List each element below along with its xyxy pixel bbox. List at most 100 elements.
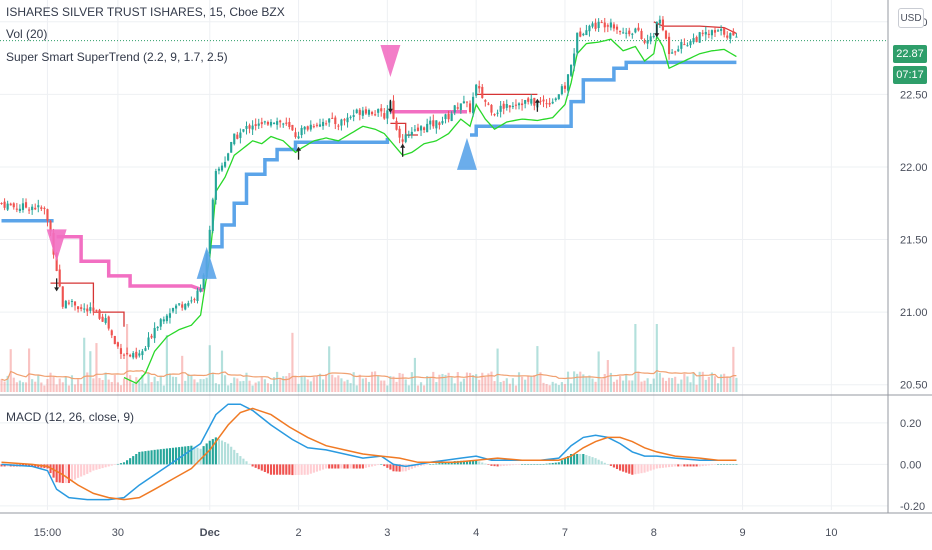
candle-body[interactable] [257, 123, 260, 126]
candle-body[interactable] [251, 125, 254, 130]
candle-body[interactable] [695, 37, 698, 42]
candle-body[interactable] [465, 101, 469, 103]
candle-body[interactable] [83, 308, 86, 310]
candle-body[interactable] [230, 141, 233, 153]
time-axis[interactable]: 15:00 30 Dec 2 3 4 7 8 9 10 [34, 527, 838, 539]
candle-body[interactable] [202, 274, 205, 290]
candle-body[interactable] [28, 209, 31, 211]
candle-body[interactable] [505, 104, 508, 108]
candle-body[interactable] [181, 304, 184, 308]
candle-body[interactable] [86, 308, 89, 312]
candle-body[interactable] [291, 124, 294, 131]
candle-body[interactable] [716, 30, 720, 32]
candle-body[interactable] [168, 313, 172, 318]
candle-body[interactable] [300, 127, 303, 136]
candle-body[interactable] [349, 116, 352, 118]
candle-body[interactable] [92, 307, 95, 311]
candle-body[interactable] [413, 129, 416, 131]
candle-body[interactable] [328, 118, 331, 123]
macd-panel[interactable] [0, 403, 738, 501]
candle-body[interactable] [585, 30, 588, 36]
candle-body[interactable] [46, 209, 49, 221]
candle-body[interactable] [361, 110, 364, 116]
candle-body[interactable] [227, 153, 230, 161]
candle-body[interactable] [129, 354, 132, 357]
candle-body[interactable] [677, 49, 680, 52]
candle-body[interactable] [612, 24, 616, 29]
candle-body[interactable] [331, 117, 334, 119]
candle-body[interactable] [9, 203, 12, 206]
candle-body[interactable] [367, 109, 371, 115]
candle-body[interactable] [416, 127, 420, 132]
candle-body[interactable] [184, 303, 187, 310]
candle-body[interactable] [720, 29, 723, 31]
candle-body[interactable] [178, 303, 181, 305]
candle-body[interactable] [12, 203, 15, 208]
candle-body[interactable] [628, 30, 631, 35]
candle-body[interactable] [174, 305, 178, 309]
candle-body[interactable] [527, 98, 530, 102]
candle-body[interactable] [276, 121, 279, 125]
candle-body[interactable] [254, 124, 257, 126]
candle-body[interactable] [435, 120, 438, 129]
candle-body[interactable] [61, 286, 64, 307]
candle-body[interactable] [260, 122, 263, 125]
candle-body[interactable] [447, 113, 450, 120]
candle-body[interactable] [517, 103, 521, 106]
candle-body[interactable] [269, 121, 273, 126]
candle-body[interactable] [530, 98, 533, 104]
candle-body[interactable] [649, 36, 652, 42]
candle-body[interactable] [401, 139, 404, 142]
candle-body[interactable] [309, 124, 312, 130]
candle-body[interactable] [493, 114, 496, 116]
candle-body[interactable] [664, 30, 668, 39]
candle-body[interactable] [156, 326, 159, 329]
candle-body[interactable] [285, 122, 288, 124]
candle-body[interactable] [407, 135, 410, 137]
candle-body[interactable] [116, 342, 119, 347]
candle-body[interactable] [615, 26, 619, 30]
candle-body[interactable] [18, 208, 21, 212]
candle-body[interactable] [208, 229, 211, 254]
candle-body[interactable] [113, 336, 116, 345]
candle-body[interactable] [570, 64, 573, 76]
candle-body[interactable] [199, 288, 202, 292]
candle-body[interactable] [395, 120, 398, 130]
candle-body[interactable] [233, 133, 236, 145]
candle-body[interactable] [622, 32, 625, 34]
candle-body[interactable] [370, 112, 374, 115]
candle-body[interactable] [726, 35, 729, 38]
candle-body[interactable] [735, 36, 738, 38]
candle-body[interactable] [266, 121, 270, 125]
candle-body[interactable] [618, 31, 622, 33]
candle-body[interactable] [698, 32, 701, 43]
candle-body[interactable] [77, 306, 80, 310]
candle-body[interactable] [441, 121, 444, 124]
supertrend-legend[interactable]: Super Smart SuperTrend (2.2, 9, 1.7, 2.5… [6, 50, 228, 64]
candle-body[interactable] [560, 86, 563, 95]
candle-body[interactable] [419, 126, 423, 131]
volume-legend[interactable]: Vol (20) [6, 27, 48, 41]
candle-body[interactable] [24, 202, 28, 208]
candle-body[interactable] [462, 101, 465, 104]
candle-body[interactable] [223, 161, 227, 167]
candle-body[interactable] [321, 121, 325, 127]
candle-body[interactable] [704, 31, 707, 35]
candle-body[interactable] [472, 96, 475, 114]
candle-body[interactable] [502, 103, 505, 109]
candle-body[interactable] [101, 316, 104, 322]
candle-body[interactable] [34, 207, 37, 210]
candle-body[interactable] [508, 105, 511, 108]
candle-body[interactable] [545, 103, 548, 105]
candle-body[interactable] [263, 121, 266, 123]
candle-body[interactable] [340, 119, 343, 126]
candle-body[interactable] [141, 351, 144, 356]
candle-body[interactable] [352, 115, 355, 117]
candle-body[interactable] [58, 269, 61, 287]
candle-body[interactable] [236, 134, 239, 139]
candle-body[interactable] [358, 109, 361, 115]
candle-body[interactable] [147, 337, 150, 348]
candle-body[interactable] [591, 23, 594, 27]
candle-body[interactable] [680, 42, 683, 49]
